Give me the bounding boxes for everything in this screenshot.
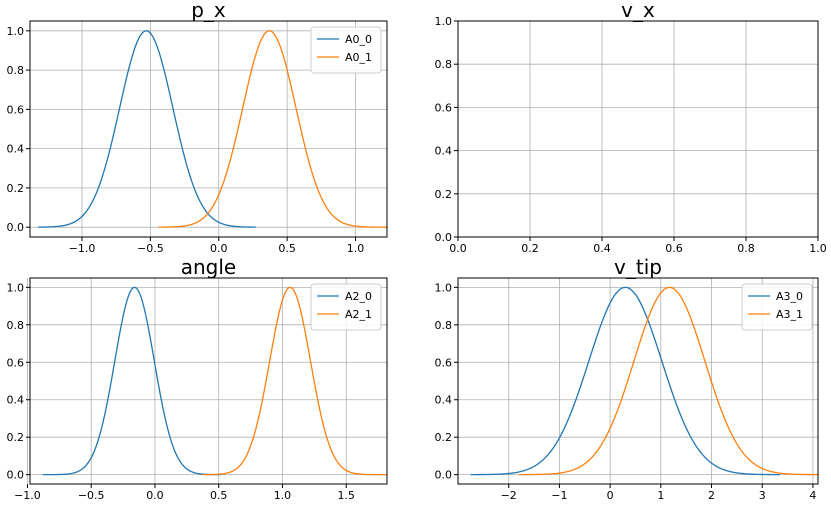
plot0-ytick-label: 0.0 bbox=[7, 221, 25, 234]
plot0-xtick-label: −1.0 bbox=[69, 242, 96, 255]
plot3-xtick-label: 1 bbox=[657, 489, 664, 502]
plot0-xtick-label: 1.0 bbox=[347, 242, 365, 255]
plot0-xtick-label: −0.5 bbox=[137, 242, 164, 255]
plot1-xtick-label: 0.2 bbox=[521, 242, 539, 255]
plot2-ytick-label: 0.0 bbox=[7, 469, 25, 482]
subplot-angle: −1.0 −0.5 0.0 0.5 1.0 1.5 0.0 0.2 0.4 0.6 0.8 1.0 an… bbox=[7, 255, 388, 502]
plot1-ytick-label: 1.0 bbox=[435, 15, 453, 28]
plot2-ytick-label: 0.8 bbox=[7, 319, 25, 332]
plot1-xtick-label: 1.0 bbox=[809, 242, 827, 255]
plot2-legend-label-A2_1: A2_1 bbox=[345, 308, 372, 321]
plot2-axes-frame bbox=[29, 277, 388, 485]
plot3-xtick-label: −1 bbox=[551, 489, 567, 502]
plot0-xtick-label: 0.0 bbox=[210, 242, 228, 255]
plot2-title: angle bbox=[181, 255, 237, 279]
plot0-ytick-label: 1.0 bbox=[7, 25, 25, 38]
plot3-xtick-label: −2 bbox=[501, 489, 517, 502]
subplot-v_x: 0.0 0.2 0.4 0.6 0.8 1.0 0.0 0.2 0.4 0.6 0.8 1.0 v_x bbox=[435, 0, 827, 255]
plot1-axes-frame bbox=[457, 20, 819, 238]
plot2-xtick-label: 0.5 bbox=[210, 489, 228, 502]
plot1-title: v_x bbox=[621, 0, 655, 22]
subplot-v_tip: −2 −1 0 1 2 3 4 0.0 0.2 0.4 0.6 0.8 1.0 v_tip A3_0 A3_1 bbox=[435, 255, 819, 502]
plot3-xtick-label: 4 bbox=[809, 489, 816, 502]
plot0-title: p_x bbox=[191, 0, 226, 22]
plot1-xtick-label: 0.6 bbox=[665, 242, 683, 255]
plot3-xtick-label: 2 bbox=[708, 489, 715, 502]
plot1-ytick-label: 0.6 bbox=[435, 101, 453, 114]
plot2-ytick-label: 0.6 bbox=[7, 356, 25, 369]
plot3-xtick-label: 3 bbox=[759, 489, 766, 502]
plot2-xtick-label: 0.0 bbox=[146, 489, 164, 502]
plot2-xtick-label: 1.0 bbox=[274, 489, 292, 502]
plot3-legend-label-A3_1: A3_1 bbox=[776, 308, 803, 321]
plot1-xtick-label: 0.8 bbox=[737, 242, 755, 255]
plot0-ytick-label: 0.6 bbox=[7, 103, 25, 116]
plot0-ytick-label: 0.4 bbox=[7, 143, 25, 156]
plot0-xtick-label: 0.5 bbox=[278, 242, 296, 255]
plot2-series-A2_1-line bbox=[202, 286, 387, 476]
plot0-axes-frame bbox=[29, 20, 388, 238]
plot0-legend: A0_0 A0_1 bbox=[310, 26, 382, 74]
plot0-ytick-label: 0.8 bbox=[7, 64, 25, 77]
plot2-ytick-label: 0.2 bbox=[7, 431, 25, 444]
plot2-series-A2_0-line bbox=[42, 286, 222, 476]
plot0-series-A0_0-line bbox=[38, 30, 256, 228]
plot2-xtick-label: 1.5 bbox=[337, 489, 355, 502]
plot2-ytick-label: 1.0 bbox=[7, 281, 25, 294]
plot3-ytick-label: 0.8 bbox=[435, 319, 453, 332]
plot2-ytick-label: 0.4 bbox=[7, 394, 25, 407]
plot2-legend-label-A2_0: A2_0 bbox=[345, 290, 372, 303]
plot0-ytick-label: 0.2 bbox=[7, 182, 25, 195]
plot0-legend-label-A0_1: A0_1 bbox=[345, 51, 372, 64]
plot0-legend-label-A0_0: A0_0 bbox=[345, 33, 372, 46]
plot2-xtick-label: −0.5 bbox=[78, 489, 105, 502]
plot3-xtick-label: 0 bbox=[607, 489, 614, 502]
plot1-ytick-label: 0.8 bbox=[435, 58, 453, 71]
plot2-legend: A2_0 A2_1 bbox=[310, 283, 382, 331]
plot3-ytick-label: 0.6 bbox=[435, 356, 453, 369]
plot1-xtick-label: 0.4 bbox=[593, 242, 611, 255]
plot3-ytick-label: 0.2 bbox=[435, 431, 453, 444]
plot3-ytick-label: 0.0 bbox=[435, 469, 453, 482]
plot1-ytick-label: 0.4 bbox=[435, 145, 453, 158]
plot3-axes-frame bbox=[457, 277, 819, 485]
plot3-legend-label-A3_0: A3_0 bbox=[776, 290, 803, 303]
subplot-p_x: −1.0 −0.5 0.0 0.5 1.0 0.0 0.2 0.4 0.6 0.8 1.0 p_x A0… bbox=[7, 0, 388, 255]
plot0-series-A0_1-line bbox=[158, 30, 387, 228]
plot3-ytick-label: 1.0 bbox=[435, 281, 453, 294]
plot3-title: v_tip bbox=[614, 255, 662, 279]
plot2-xtick-label: −1.0 bbox=[14, 489, 41, 502]
plot3-ytick-label: 0.4 bbox=[435, 394, 453, 407]
plot3-legend: A3_0 A3_1 bbox=[741, 283, 813, 331]
plot1-xtick-label: 0.0 bbox=[449, 242, 467, 255]
plot1-ytick-label: 0.2 bbox=[435, 188, 453, 201]
plot3-series-A3_1-line bbox=[518, 286, 819, 476]
plot1-ytick-label: 0.0 bbox=[435, 231, 453, 244]
plot3-series-A3_0-line bbox=[470, 286, 780, 476]
